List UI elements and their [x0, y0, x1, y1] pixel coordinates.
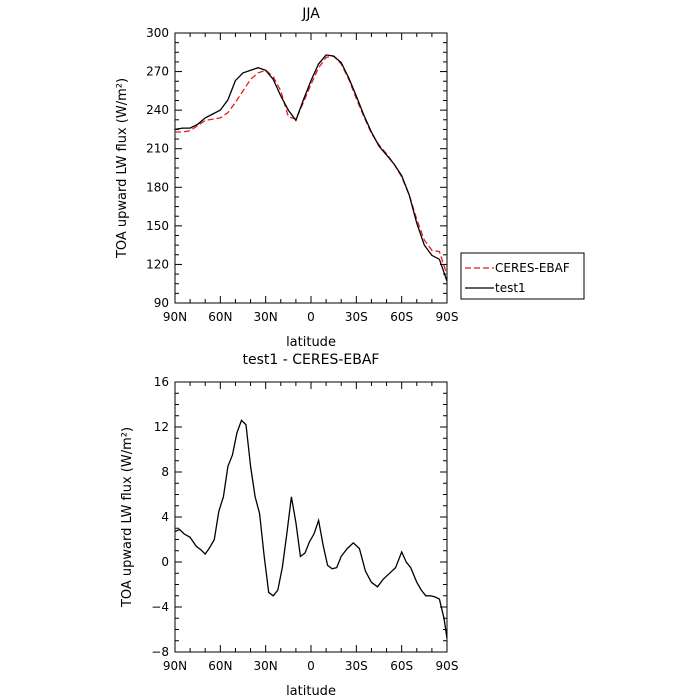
x-tick-label: 60N [208, 310, 232, 324]
y-tick-label: 150 [146, 219, 169, 233]
x-tick-label: 30S [345, 310, 368, 324]
legend-label-test1: test1 [495, 281, 526, 295]
x-tick-label: 60N [208, 659, 232, 673]
series-line-test1 [175, 54, 447, 282]
bottom-plot-frame [174, 381, 448, 653]
y-tick-label: 16 [154, 375, 169, 389]
y-tick-label: 240 [146, 103, 169, 117]
bottom-panel: test1 - CERES-EBAF 90N 60N 30N 0 30S 60S 90S −… [120, 352, 458, 699]
top-y-axis-label: TOA upward LW flux (W/m²) [115, 78, 130, 259]
y-tick-label: 180 [146, 180, 169, 194]
legend: CERES-EBAF test1 [460, 252, 585, 300]
x-tick-label: 90S [436, 310, 459, 324]
top-tick-marks [174, 32, 448, 304]
bottom-chart-title: test1 - CERES-EBAF [243, 352, 380, 368]
x-tick-label: 30S [345, 659, 368, 673]
x-tick-label: 0 [307, 310, 315, 324]
y-tick-label: 120 [146, 257, 169, 271]
x-tick-label: 60S [390, 310, 413, 324]
series-line-ceres-ebaf [175, 55, 447, 275]
bottom-x-axis-label: latitude [286, 684, 336, 699]
y-tick-label: 90 [154, 296, 169, 310]
y-tick-label: 0 [161, 555, 169, 569]
x-tick-label: 90N [163, 310, 187, 324]
series-line-difference [175, 419, 447, 639]
top-x-axis-label: latitude [286, 335, 336, 350]
bottom-tick-marks [174, 381, 448, 653]
bottom-y-tick-labels: −8 −4 0 4 8 12 16 [151, 375, 169, 659]
top-panel: JJA 90N 60N 30N 0 30S 60S 90S 90 120 150 180 210 24… [115, 6, 585, 350]
top-plot-frame [174, 32, 448, 304]
x-tick-label: 90N [163, 659, 187, 673]
y-tick-label: 210 [146, 142, 169, 156]
x-tick-label: 60S [390, 659, 413, 673]
top-x-tick-labels: 90N 60N 30N 0 30S 60S 90S [163, 310, 459, 324]
y-tick-label: 12 [154, 420, 169, 434]
x-tick-label: 0 [307, 659, 315, 673]
y-tick-label: 8 [161, 465, 169, 479]
x-tick-label: 30N [254, 310, 278, 324]
y-tick-label: 270 [146, 65, 169, 79]
y-tick-label: 4 [161, 510, 169, 524]
x-tick-label: 90S [436, 659, 459, 673]
y-tick-label: −4 [151, 600, 169, 614]
legend-label-ceres-ebaf: CERES-EBAF [495, 261, 570, 275]
bottom-y-axis-label: TOA upward LW flux (W/m²) [120, 427, 135, 608]
legend-box [460, 252, 585, 300]
y-tick-label: −8 [151, 645, 169, 659]
top-chart-title: JJA [301, 6, 320, 22]
x-tick-label: 30N [254, 659, 278, 673]
y-tick-label: 300 [146, 26, 169, 40]
bottom-x-tick-labels: 90N 60N 30N 0 30S 60S 90S [163, 659, 459, 673]
top-y-tick-labels: 90 120 150 180 210 240 270 300 [146, 26, 169, 310]
